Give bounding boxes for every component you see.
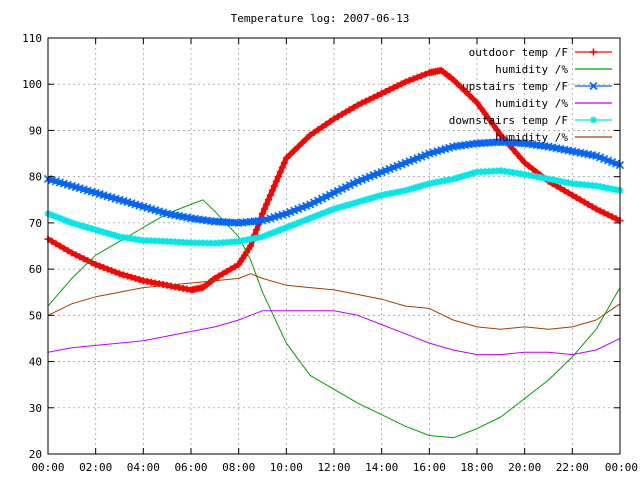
legend-label: humidity /% (495, 131, 568, 144)
legend-label: humidity /% (495, 63, 568, 76)
series-path (47, 310, 621, 356)
y-tick-label: 100 (22, 78, 42, 91)
y-tick-label: 80 (29, 171, 42, 184)
x-tick-label: 10:00 (270, 461, 303, 474)
y-tick-label: 30 (29, 402, 42, 415)
x-tick-label: 00:00 (605, 461, 638, 474)
y-tick-label: 90 (29, 124, 42, 137)
y-tick-label: 40 (29, 356, 42, 369)
chart-title: Temperature log: 2007-06-13 (231, 12, 410, 25)
legend-entry: humidity /% (495, 63, 612, 76)
legend-entry: downstairs temp /F (449, 114, 612, 127)
series-markers (44, 167, 624, 247)
axes: 20 30 40 50 60 70 80 90 100 110 00:00 02:00 04:00 06:… (22, 32, 638, 474)
y-tick-label: 110 (22, 32, 42, 45)
legend: outdoor temp /F humidity /% upstairs temp … (449, 46, 612, 144)
x-tick-label: 02:00 (79, 461, 112, 474)
series-line (47, 199, 621, 439)
series-line (44, 167, 624, 247)
legend-entry: upstairs temp /F (462, 80, 612, 93)
series-path (47, 273, 621, 330)
x-tick-label: 08:00 (222, 461, 255, 474)
legend-label: humidity /% (495, 97, 568, 110)
legend-entry: humidity /% (495, 97, 612, 110)
series-markers (43, 137, 625, 227)
y-tick-label: 20 (29, 448, 42, 461)
legend-label: upstairs temp /F (462, 80, 568, 93)
legend-label: outdoor temp /F (469, 46, 568, 59)
x-tick-label: 12:00 (317, 461, 350, 474)
series-path (47, 199, 621, 439)
y-tick-label: 60 (29, 263, 42, 276)
legend-entry: outdoor temp /F (469, 46, 612, 59)
x-tick-label: 22:00 (556, 461, 589, 474)
x-tick-label: 20:00 (508, 461, 541, 474)
grid (48, 38, 620, 454)
series-line (47, 310, 621, 356)
x-tick-label: 14:00 (365, 461, 398, 474)
legend-label: downstairs temp /F (449, 114, 568, 127)
series-line (47, 273, 621, 330)
x-tick-label: 06:00 (174, 461, 207, 474)
x-tick-label: 04:00 (127, 461, 160, 474)
series-layer (43, 66, 625, 439)
y-tick-label: 70 (29, 217, 42, 230)
legend-entry: humidity /% (495, 131, 612, 144)
x-tick-label: 00:00 (31, 461, 64, 474)
x-tick-label: 18:00 (460, 461, 493, 474)
y-tick-label: 50 (29, 309, 42, 322)
series-line (43, 137, 625, 227)
x-tick-label: 16:00 (413, 461, 446, 474)
